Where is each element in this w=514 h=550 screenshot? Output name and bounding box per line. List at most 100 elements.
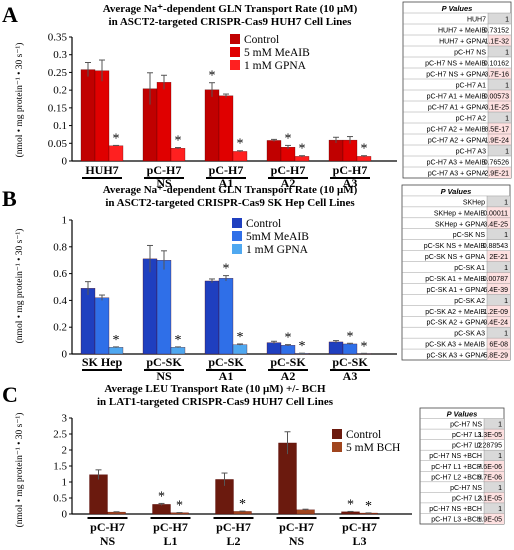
table-row-value: 3.3E-05 xyxy=(477,432,502,439)
table-value-cell xyxy=(488,112,511,123)
table-row-value: 1 xyxy=(498,453,502,460)
significance-star: * xyxy=(347,329,354,344)
table-row-value: 1 xyxy=(505,83,509,90)
table-row-label: pC-H7 A2 + MeAIB xyxy=(427,127,487,134)
table-row-label: SKHep + MeAIB xyxy=(434,210,485,217)
legend-label: 1 mM GPNA xyxy=(246,244,309,256)
table-value-cell xyxy=(488,24,511,35)
y-tick-label: 0.25 xyxy=(48,67,68,79)
significance-star: * xyxy=(237,330,244,345)
legend-label: Control xyxy=(244,34,279,46)
chart-title-line: Average LEU Transport Rate (10 μM) +/- B… xyxy=(104,383,326,395)
panel-b: B Average Na⁺-dependent GLN Transport Rat… xyxy=(2,184,511,383)
significance-star: * xyxy=(175,134,182,149)
table-value-cell xyxy=(484,513,504,524)
table-value-cell xyxy=(488,167,511,178)
table-row-value: 5.8E-29 xyxy=(483,353,508,360)
legend-label: Control xyxy=(346,429,381,441)
table-row-value: 6.4E-39 xyxy=(483,287,508,294)
y-tick-label: 1.5 xyxy=(53,461,67,473)
y-tick-label: 0.15 xyxy=(48,102,68,114)
y-tick-label: 0.6 xyxy=(53,268,67,280)
bar xyxy=(80,69,96,162)
table-row-value: 0.00787 xyxy=(483,276,508,283)
table-value-cell xyxy=(488,145,511,156)
y-tick-label: 0.2 xyxy=(53,322,67,334)
x-tick-label: L2 xyxy=(226,534,240,548)
bar xyxy=(142,258,158,355)
bar xyxy=(170,148,186,162)
table-value-cell xyxy=(488,123,511,134)
table-row-value: 0.88543 xyxy=(483,243,508,250)
significance-star: * xyxy=(239,497,246,512)
y-tick-label: 1 xyxy=(62,215,68,227)
table-row-value: 1 xyxy=(505,116,509,123)
table-value-cell xyxy=(487,338,510,350)
table-row-label: pC-SK A1 + MeAIB xyxy=(425,276,485,283)
table-row-value: 9.4E-24 xyxy=(483,320,508,327)
chart-title-line: in LAT1-targeted CRISPR-Cas9 HUH7 Cell L… xyxy=(97,396,334,408)
x-tick-label: pC-H7 xyxy=(279,520,314,534)
chart-title-line: in ASCT2-targeted CRISPR-Cas9 SK Hep Cel… xyxy=(105,197,355,209)
x-tick-label: A1 xyxy=(219,176,234,190)
table-value-cell xyxy=(488,79,511,90)
x-tick-label: NS xyxy=(289,534,305,548)
bar xyxy=(170,347,186,355)
table-value-cell xyxy=(488,101,511,112)
table-row-value: 1 xyxy=(504,331,508,338)
x-tick-label: pC-H7 xyxy=(216,520,251,534)
significance-star: * xyxy=(299,142,306,157)
table-value-cell xyxy=(487,294,510,306)
x-tick-label: pC-H7 xyxy=(153,520,188,534)
legend-swatch xyxy=(230,34,240,44)
y-axis-label: (nmol • mg protein⁻¹ • 30 s⁻¹) xyxy=(14,229,25,344)
significance-star: * xyxy=(237,137,244,152)
panel-a: A Average Na⁺-dependent GLN Transport Rat… xyxy=(2,1,512,190)
table-row-value: 3.7E-16 xyxy=(484,72,509,79)
table-row-value: 1.1E-32 xyxy=(484,39,509,46)
table-row-label: pC-H7 A1 xyxy=(456,83,486,90)
table-row-label: pC-SK A2 xyxy=(454,298,485,305)
table-value-cell xyxy=(487,316,510,328)
table-row-value: 1 xyxy=(498,485,502,492)
table-row-label: pC-H7 NS + GPNA xyxy=(426,72,486,79)
legend-label: 5mM MeAIB xyxy=(246,231,309,243)
bar xyxy=(232,344,248,355)
x-tick-label: pC-H7 xyxy=(209,163,244,177)
x-tick-label: A3 xyxy=(343,176,358,190)
table-value-cell xyxy=(484,429,504,440)
y-tick-label: 3 xyxy=(62,413,68,425)
table-row-value: 2.1E-05 xyxy=(477,495,502,502)
x-tick-label: HUH7 xyxy=(85,163,118,177)
table-row-label: HUH7 xyxy=(467,17,486,24)
y-tick-label: 0.05 xyxy=(48,138,68,150)
bar xyxy=(89,474,108,515)
legend-label: Control xyxy=(246,218,281,230)
table-row-value: 1 xyxy=(505,17,509,24)
legend-swatch xyxy=(232,218,242,228)
table-row-value: 0.73152 xyxy=(484,28,509,35)
table-row-value: 9.7E-06 xyxy=(477,474,502,481)
table-row-value: 1.9E-24 xyxy=(484,138,509,145)
table-row-label: pC-H7 L2 +BCH xyxy=(431,474,482,481)
chart-title-line: Average Na⁺-dependent GLN Transport Rate… xyxy=(103,184,358,196)
table-value-cell xyxy=(487,195,510,207)
y-axis-label: (nmol • mg protein⁻¹ • 30 s⁻¹) xyxy=(14,413,25,528)
pvalue-table: P Values pC-H7 NS 1 pC-H7 L13.3E-05 pC-H7 L2… xyxy=(419,407,505,525)
table-row-value: 1 xyxy=(498,422,502,429)
table-value-cell xyxy=(488,68,511,79)
table-row-label: pC-H7 NS xyxy=(450,485,482,492)
table-row-label: SKHep xyxy=(463,199,485,206)
table-row-value: 1 xyxy=(504,232,508,239)
significance-star: * xyxy=(113,333,120,348)
x-tick-label: pC-SK xyxy=(146,355,182,369)
table-row-label: pC-H7 L1 xyxy=(452,432,482,439)
table-value-cell xyxy=(484,418,504,430)
x-tick-label: NS xyxy=(156,369,172,383)
table-row-label: pC-H7 A3 xyxy=(456,149,486,156)
x-tick-label: A2 xyxy=(281,176,296,190)
table-row-label: pC-H7 A3 + MeAIB xyxy=(427,160,487,167)
x-tick-label: A2 xyxy=(281,369,296,383)
